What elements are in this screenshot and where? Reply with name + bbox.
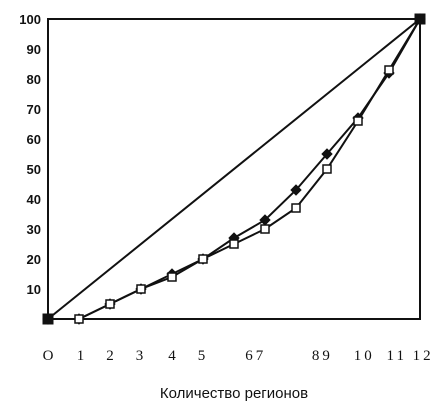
x-tick-label: 89 — [312, 348, 333, 364]
x-tick-label: 3 — [136, 348, 144, 364]
series-2-point — [105, 299, 115, 309]
x-tick-label: 12 — [413, 348, 434, 364]
x-axis-ticks: O 1 2 3 4 5 67 89 10 11 12 — [43, 348, 434, 364]
y-tick-label: 80 — [27, 72, 41, 87]
y-tick-label: 70 — [27, 102, 41, 117]
origin-point — [42, 313, 54, 325]
y-axis-ticks: 10 20 30 40 50 60 70 80 90 100 — [19, 12, 41, 297]
x-tick-label: 4 — [168, 348, 176, 364]
x-tick-label: 10 — [354, 348, 375, 364]
series-2-point — [260, 224, 270, 234]
y-tick-label: 50 — [27, 162, 41, 177]
y-tick-label: 60 — [27, 132, 41, 147]
x-tick-label: 67 — [245, 348, 266, 364]
y-tick-label: 10 — [27, 282, 41, 297]
endpoint-point — [414, 13, 426, 25]
y-tick-label: 30 — [27, 222, 41, 237]
x-tick-label: 11 — [387, 348, 407, 364]
y-tick-label: 20 — [27, 252, 41, 267]
x-tick-label: 5 — [198, 348, 206, 364]
y-tick-label: 100 — [19, 12, 41, 27]
series-layer — [42, 13, 426, 325]
y-tick-label: 90 — [27, 42, 41, 57]
x-tick-label: 2 — [106, 348, 114, 364]
series-1-point — [321, 148, 333, 160]
series-2-point — [136, 284, 146, 294]
series-2-point — [353, 116, 363, 126]
x-tick-label: O — [43, 348, 54, 364]
series-2-point — [229, 239, 239, 249]
series-2-point — [322, 164, 332, 174]
x-tick-label: 1 — [77, 348, 85, 364]
series-2-point — [167, 272, 177, 282]
series-2-point — [291, 203, 301, 213]
y-tick-label: 40 — [27, 192, 41, 207]
x-axis-label: Количество регионов — [160, 385, 308, 402]
series-1-point — [290, 184, 302, 196]
series-2-point — [198, 254, 208, 264]
series-2-point — [74, 314, 84, 324]
series-2-point — [384, 65, 394, 75]
equality-diagonal-line — [47, 18, 421, 320]
plot-frame — [47, 18, 421, 320]
